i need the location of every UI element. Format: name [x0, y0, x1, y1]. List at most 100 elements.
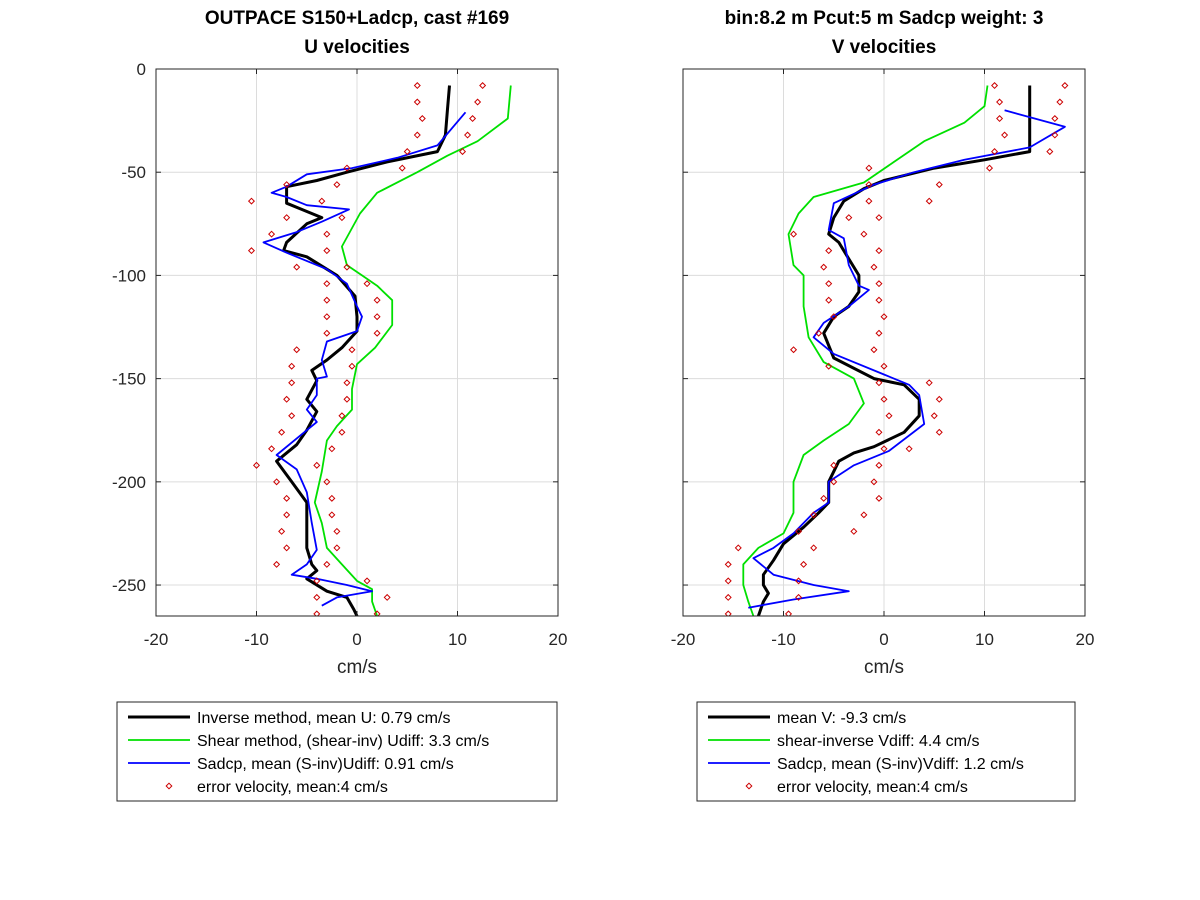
- error-velocity-marker: [785, 610, 793, 616]
- error-velocity-marker: [273, 560, 281, 568]
- error-velocity-marker: [373, 329, 381, 337]
- panel-u-legend: Inverse method, mean U: 0.79 cm/s Shear m…: [116, 701, 558, 802]
- panel-u-xlabel: cm/s: [337, 657, 377, 678]
- error-velocity-marker: [343, 379, 351, 387]
- error-velocity-marker: [288, 412, 296, 420]
- legend-label: mean V: -9.3 cm/s: [777, 710, 906, 727]
- error-velocity-marker: [283, 544, 291, 552]
- error-velocity-marker: [333, 544, 341, 552]
- error-velocity-marker: [734, 544, 742, 552]
- error-velocity-marker: [724, 577, 732, 585]
- error-velocity-marker: [880, 445, 888, 453]
- error-velocity-marker: [283, 494, 291, 502]
- error-velocity-marker: [815, 329, 823, 337]
- error-velocity-marker: [880, 395, 888, 403]
- error-velocity-marker: [479, 82, 487, 90]
- legend-marker: [165, 782, 173, 790]
- error-velocity-marker: [398, 164, 406, 172]
- panel-v-title: bin:8.2 m Pcut:5 m Sadcp weight: 3: [725, 8, 1044, 29]
- error-velocity-marker: [790, 346, 798, 354]
- error-velocity-marker: [247, 247, 255, 255]
- error-velocity-marker: [795, 593, 803, 601]
- error-velocity-marker: [790, 230, 798, 238]
- error-velocity-marker: [413, 98, 421, 106]
- error-velocity-marker: [875, 247, 883, 255]
- error-velocity-marker: [724, 560, 732, 568]
- error-velocity-marker: [795, 527, 803, 535]
- error-velocity-marker: [875, 296, 883, 304]
- error-velocity-marker: [800, 560, 808, 568]
- error-velocity-marker: [373, 296, 381, 304]
- inverse-velocity-line: [756, 85, 1032, 616]
- error-velocity-marker: [318, 197, 326, 205]
- error-velocity-marker: [293, 346, 301, 354]
- error-velocity-marker: [825, 296, 833, 304]
- error-velocity-marker: [875, 379, 883, 387]
- shear-velocity-line: [742, 85, 989, 616]
- error-velocity-marker: [343, 263, 351, 271]
- error-velocity-marker: [825, 280, 833, 288]
- legend-label: Shear method, (shear-inv) Udiff: 3.3 cm/…: [197, 733, 489, 750]
- error-velocity-marker: [252, 461, 261, 469]
- error-velocity-marker: [323, 247, 331, 255]
- error-velocity-marker: [925, 379, 933, 387]
- error-velocity-marker: [313, 461, 321, 469]
- panel-u-subtitle: U velocities: [304, 37, 410, 58]
- error-velocity-marker: [247, 197, 255, 205]
- error-velocity-marker: [825, 362, 833, 370]
- error-velocity-marker: [850, 527, 858, 535]
- legend-label: error velocity, mean:4 cm/s: [777, 779, 968, 796]
- error-velocity-marker: [820, 263, 828, 271]
- error-velocity-marker: [268, 445, 276, 453]
- error-velocity-marker: [413, 82, 421, 90]
- error-velocity-marker: [925, 197, 933, 205]
- error-velocity-marker: [820, 494, 828, 502]
- error-velocity-marker: [810, 544, 818, 552]
- error-velocity-marker: [865, 181, 873, 189]
- y-tick-label: -100: [112, 266, 146, 285]
- error-velocity-marker: [795, 577, 803, 585]
- panel-v-xlabel: cm/s: [864, 657, 904, 678]
- error-velocity-marker: [825, 247, 833, 255]
- legend-label: Inverse method, mean U: 0.79 cm/s: [197, 710, 450, 727]
- error-velocity-marker: [830, 478, 838, 486]
- error-velocity-marker: [875, 428, 883, 436]
- error-velocity-marker: [875, 280, 883, 288]
- error-velocity-marker: [348, 346, 356, 354]
- error-velocity-marker: [860, 230, 868, 238]
- error-velocity-marker: [328, 511, 336, 519]
- error-velocity-marker: [1046, 148, 1054, 156]
- error-velocity-marker: [278, 527, 286, 535]
- plot-area: [724, 82, 1069, 616]
- error-velocity-marker: [875, 494, 883, 502]
- error-velocity-marker: [323, 313, 331, 321]
- panel-v-subtitle: V velocities: [832, 37, 937, 58]
- error-velocity-marker: [328, 494, 336, 502]
- error-velocity-marker: [935, 428, 943, 436]
- y-tick-label: -150: [112, 370, 146, 389]
- legend-label: Sadcp, mean (S-inv)Udiff: 0.91 cm/s: [197, 756, 454, 773]
- panel-u-title: OUTPACE S150+Ladcp, cast #169: [205, 8, 509, 29]
- error-velocity-marker: [459, 148, 467, 156]
- error-velocity-marker: [323, 296, 331, 304]
- error-velocity-marker: [383, 593, 391, 601]
- panel-u-grid: [156, 69, 558, 616]
- error-velocity-marker: [363, 280, 371, 288]
- error-velocity-marker: [348, 362, 356, 370]
- x-tick-label: -10: [244, 630, 269, 649]
- error-velocity-marker: [986, 164, 994, 172]
- y-tick-label: -50: [121, 163, 146, 182]
- error-velocity-marker: [724, 593, 732, 601]
- panel-u: OUTPACE S150+Ladcp, cast #169 U velociti…: [112, 8, 567, 802]
- x-tick-label: 0: [879, 630, 888, 649]
- error-velocity-marker: [1051, 115, 1059, 123]
- error-velocity-marker: [293, 263, 301, 271]
- error-velocity-marker: [343, 395, 351, 403]
- error-velocity-marker: [288, 362, 296, 370]
- panel-v: bin:8.2 m Pcut:5 m Sadcp weight: 3 V vel…: [671, 8, 1094, 802]
- error-velocity-marker: [830, 313, 838, 321]
- error-velocity-marker: [469, 115, 477, 123]
- legend-label: Sadcp, mean (S-inv)Vdiff: 1.2 cm/s: [777, 756, 1024, 773]
- error-velocity-marker: [464, 131, 472, 139]
- error-velocity-marker: [288, 379, 296, 387]
